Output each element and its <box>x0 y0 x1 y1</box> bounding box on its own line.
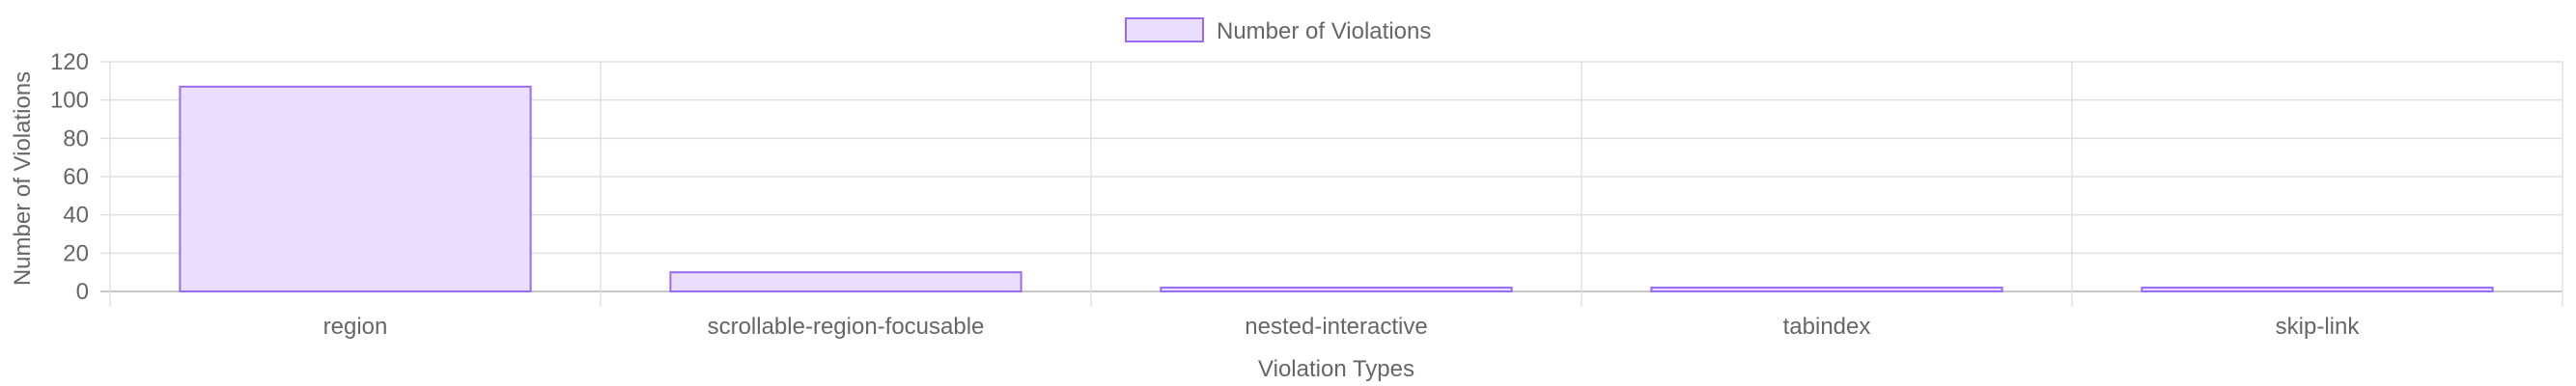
bar-nested-interactive <box>1160 287 1513 292</box>
x-axis-ticks: region scrollable-region-focusable nested-… <box>323 314 2361 340</box>
legend-label[interactable]: Number of Violations <box>1217 18 1431 44</box>
x-tick-label: nested-interactive <box>1245 314 1427 340</box>
bar-tabindex <box>1650 287 2003 292</box>
x-tick-label: tabindex <box>1783 314 1871 340</box>
x-axis-title: Violation Types <box>1258 356 1414 382</box>
legend-swatch[interactable] <box>1125 17 1204 42</box>
legend[interactable]: Number of Violations <box>1125 17 1431 44</box>
bar-scrollable-region-focusable <box>669 271 1022 292</box>
y-tick-label: 20 <box>63 240 89 266</box>
y-tick-label: 80 <box>63 125 89 152</box>
y-tick-label: 60 <box>63 164 89 190</box>
y-axis-ticks: 0 20 40 60 80 100 120 <box>50 49 89 305</box>
bar-skip-link <box>2141 287 2494 292</box>
x-tick-label: skip-link <box>2276 314 2361 340</box>
y-axis-title: Number of Violations <box>10 71 36 286</box>
y-tick-label: 40 <box>63 203 89 229</box>
x-tick-label: region <box>323 314 388 340</box>
y-tick-label: 120 <box>50 49 89 75</box>
y-tick-label: 100 <box>50 88 89 114</box>
bars <box>179 85 2494 292</box>
y-tick-label: 0 <box>76 279 89 305</box>
x-tick-label: scrollable-region-focusable <box>708 314 985 340</box>
bar-region <box>179 85 532 292</box>
